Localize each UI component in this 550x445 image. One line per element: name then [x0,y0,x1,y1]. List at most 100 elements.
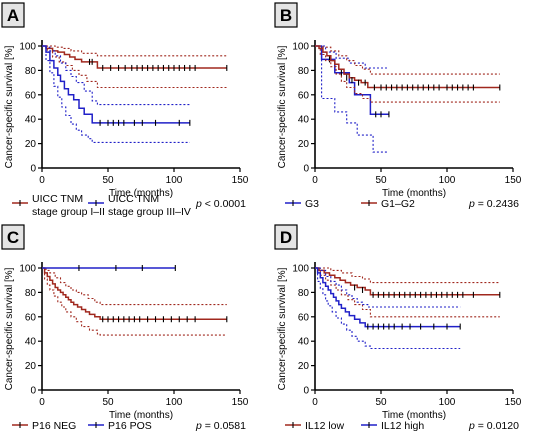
legend-label: stage group III–IV [108,206,191,218]
legend-entry-1: G1–G2 [361,198,415,210]
legend-entry-1: P16 POS [88,420,152,432]
y-axis-label: Cancer-specific survival [%] [277,267,288,390]
series-1 [42,45,191,143]
survival-curve [315,45,389,116]
x-axis-label: Time (months) [382,410,446,421]
ci-lower-line [42,267,227,336]
p-value: p = 0.0581 [195,420,246,432]
panel-label-text: B [280,6,292,25]
legend-label: P16 NEG [32,420,76,432]
legend-label: G1–G2 [381,198,415,210]
y-tick-label: 0 [303,386,309,397]
p-value: p = 0.0120 [468,420,519,432]
y-tick-label: 80 [25,288,37,299]
y-tick-label: 20 [298,361,310,372]
panel-b: B Cancer-specific survival [%] 0 20 40 60 80 10… [274,2,522,210]
series-1 [42,265,176,271]
y-tick-label: 80 [298,288,310,299]
y-tick-label: 20 [298,139,310,150]
ci-upper-line [42,45,227,57]
x-tick-label: 100 [166,175,183,186]
survival-curve [42,45,190,124]
y-axis-label: Cancer-specific survival [%] [277,45,288,168]
x-tick-label: 0 [312,397,318,408]
y-tick-label: 60 [298,312,310,323]
x-tick-label: 50 [375,175,387,186]
y-tick-label: 20 [25,361,37,372]
y-tick-label: 60 [25,312,37,323]
panel-label: C [1,224,25,250]
x-tick-label: 50 [375,397,387,408]
panel-label: D [274,224,298,250]
x-axis-label: Time (months) [109,188,173,199]
y-tick-label: 80 [298,66,310,77]
panel-label-box [274,224,298,250]
y-tick-label: 0 [303,164,309,175]
series-0 [315,45,390,153]
x-tick-label: 150 [232,175,249,186]
legend: IL12 low IL12 high p = 0.0120 [285,420,519,432]
survival-curve [42,267,227,320]
x-tick-label: 50 [102,175,114,186]
series-0 [315,267,501,318]
ci-lower-line [42,45,190,143]
legend-label: UICC TNM [32,193,83,205]
panel-label: B [274,2,298,28]
ci-upper-line [315,267,500,284]
survival-curve [315,267,461,328]
series-0 [42,267,228,336]
panel-label-text: A [7,6,19,25]
series-0 [42,45,228,89]
y-tick-label: 60 [25,90,37,101]
panel-d: D Cancer-specific survival [%] 0 20 40 60 80 10… [274,224,522,432]
ci-lower-line [42,45,227,89]
legend-entry-1: IL12 high [361,420,424,432]
y-tick-label: 60 [298,90,310,101]
legend-label: G3 [305,198,319,210]
y-tick-label: 0 [30,386,36,397]
legend: P16 NEG P16 POS p = 0.0581 [12,420,246,432]
y-tick-label: 100 [292,42,309,53]
panel-a: A Cancer-specific survival [%] 0 20 40 60 80 10… [1,2,249,218]
y-tick-label: 40 [298,337,310,348]
survival-curve [315,267,500,296]
ci-upper-line [315,267,461,308]
y-tick-label: 80 [25,66,37,77]
series-1 [315,45,501,103]
panel-label: A [1,2,25,28]
legend-label: UICC TNM [108,193,159,205]
legend: G3 G1–G2 p = 0.2436 [285,198,519,210]
x-tick-label: 100 [439,175,456,186]
legend-label: P16 POS [108,420,152,432]
ci-lower-line [315,267,461,350]
x-tick-label: 50 [102,397,114,408]
legend-label: IL12 low [305,420,345,432]
y-axis-label: Cancer-specific survival [%] [4,267,15,390]
y-tick-label: 100 [292,264,309,275]
x-tick-label: 150 [232,397,249,408]
ci-upper-line [315,45,500,75]
x-tick-label: 150 [505,175,522,186]
series-1 [315,267,461,350]
x-axis-label: Time (months) [382,188,446,199]
legend-label: stage group I–II [32,206,105,218]
panel-label-text: D [280,228,292,247]
y-tick-label: 40 [25,115,37,126]
x-tick-label: 100 [439,397,456,408]
legend-entry-0: P16 NEG [12,420,76,432]
p-value: p < 0.0001 [195,198,246,210]
x-tick-label: 0 [312,175,318,186]
x-tick-label: 100 [166,397,183,408]
p-value: p = 0.2436 [468,198,519,210]
y-axis-label: Cancer-specific survival [%] [4,45,15,168]
panel-label-box [274,2,298,28]
legend-entry-0: IL12 low [285,420,345,432]
y-tick-label: 40 [298,115,310,126]
ci-lower-line [315,45,500,103]
ci-upper-line [42,267,227,306]
ci-upper-line [42,45,190,106]
